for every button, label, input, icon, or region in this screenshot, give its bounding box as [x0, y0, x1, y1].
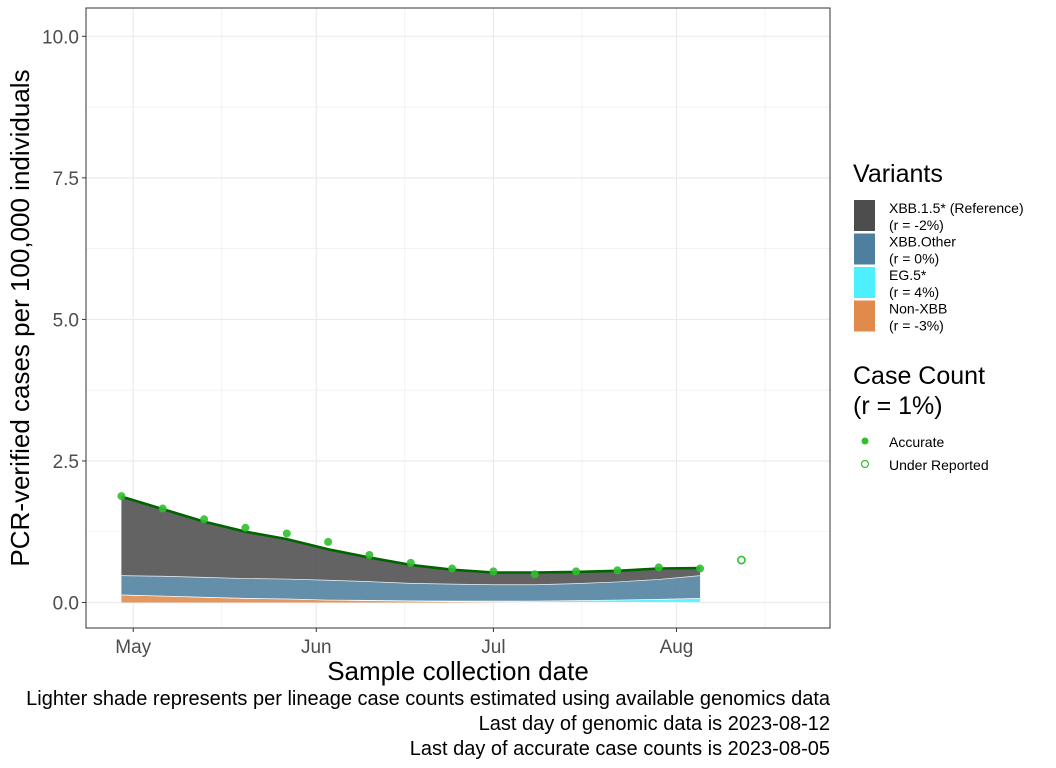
legend-label-variant-r: (r = 0%): [889, 251, 939, 267]
caption-line-2: Last day of genomic data is 2023-08-12: [479, 713, 830, 735]
legend-label-variant-r: (r = -2%): [889, 217, 944, 233]
x-tick-label: Jun: [301, 637, 332, 658]
legend-key-under-reported: [860, 459, 870, 469]
y-axis-title: PCR-verified cases per 100,000 individua…: [5, 69, 35, 566]
y-tick-label: 5.0: [53, 310, 79, 331]
x-tick-label: Jul: [481, 637, 505, 658]
point-under-reported: [737, 555, 746, 565]
legend-label-variant: EG.5*: [889, 267, 927, 283]
point-accurate: [530, 570, 539, 579]
legend-title-case-count-r: (r = 1%): [853, 392, 943, 420]
area-xbb-1-5-reference: [121, 496, 701, 585]
point-accurate: [448, 564, 457, 573]
legend-label-variant: XBB.Other: [889, 234, 956, 250]
y-tick-label: 7.5: [53, 169, 79, 190]
area-xbb-other: [121, 575, 701, 601]
x-tick-label: May: [115, 637, 151, 658]
point-accurate: [324, 537, 333, 546]
legend-key-1: [854, 233, 875, 265]
x-tick-label: Aug: [660, 637, 694, 658]
area-non-xbb: [121, 594, 701, 603]
point-accurate: [282, 529, 291, 538]
legend-label-variant-r: (r = -3%): [889, 318, 944, 334]
legend-label-variant: Non-XBB: [889, 301, 947, 317]
point-accurate: [200, 515, 209, 524]
point-accurate: [241, 523, 250, 532]
x-axis-title: Sample collection date: [327, 656, 589, 686]
plot-panel: [85, 7, 831, 629]
caption-line-3: Last day of accurate case counts is 2023…: [410, 738, 830, 760]
y-tick-label: 2.5: [53, 452, 79, 473]
y-tick-label: 0.0: [53, 594, 79, 615]
legend-title-variants: Variants: [853, 160, 943, 188]
legend-label-under-reported: Under Reported: [889, 457, 989, 473]
point-accurate: [572, 567, 581, 576]
legend: Variants XBB.1.5* (Reference)(r = -2%)XB…: [853, 160, 1024, 473]
caption-line-1: Lighter shade represents per lineage cas…: [26, 688, 831, 710]
legend-key-2: [854, 267, 875, 298]
point-accurate: [654, 563, 663, 572]
legend-key-3: [854, 300, 875, 332]
point-accurate: [489, 567, 498, 576]
point-accurate: [613, 566, 622, 575]
y-tick-label: 10.0: [42, 27, 79, 48]
point-accurate: [365, 550, 374, 559]
legend-label-accurate: Accurate: [889, 434, 944, 450]
legend-key-0: [854, 200, 875, 231]
legend-label-variant: XBB.1.5* (Reference): [889, 200, 1024, 216]
legend-title-case-count: Case Count: [853, 362, 985, 390]
y-axis: 0.0 2.5 5.0 7.5 10.0: [42, 27, 86, 615]
point-accurate: [406, 558, 415, 567]
point-accurate: [696, 564, 705, 573]
x-axis: May Jun Jul Aug: [115, 628, 693, 658]
legend-label-variant-r: (r = 4%): [889, 284, 939, 300]
point-accurate: [158, 504, 167, 513]
legend-key-accurate: [861, 437, 869, 445]
point-accurate: [117, 492, 126, 501]
panel-border: [85, 7, 831, 629]
